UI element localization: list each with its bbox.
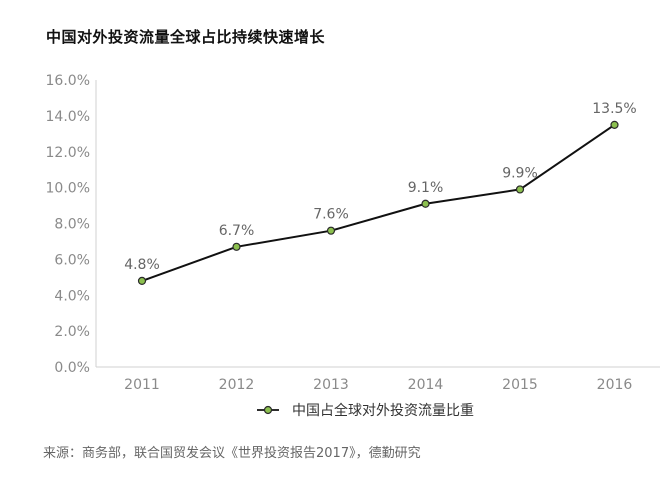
y-tick-label: 14.0% (46, 109, 90, 125)
data-point (232, 242, 241, 251)
x-tick-label: 2013 (313, 377, 349, 393)
data-point (610, 120, 619, 129)
data-label: 7.6% (313, 207, 349, 223)
y-axis-ticks: 0.0% 2.0% 4.0% 6.0% 8.0% 10.0% 12.0% 14.0% 16.0% (46, 73, 90, 376)
data-label: 4.8% (124, 257, 160, 273)
data-label: 6.7% (219, 223, 255, 239)
y-tick-label: 8.0% (54, 217, 90, 233)
y-tick-label: 16.0% (46, 73, 90, 89)
data-point (137, 276, 147, 285)
chart-title: 中国对外投资流量全球占比持续快速增长 (46, 28, 326, 46)
x-tick-label: 2015 (502, 377, 538, 393)
y-tick-label: 10.0% (46, 181, 90, 197)
data-label: 9.9% (502, 165, 538, 181)
series-line (141, 124, 616, 282)
data-label: 13.5% (592, 101, 636, 117)
data-point (326, 226, 336, 235)
data-point (515, 185, 525, 194)
x-axis-ticks: 2011 2012 2013 2014 2015 2016 (124, 377, 632, 393)
x-tick-label: 2011 (124, 377, 160, 393)
y-tick-label: 2.0% (54, 324, 90, 340)
x-tick-label: 2012 (219, 377, 255, 393)
y-tick-label: 12.0% (46, 145, 90, 161)
data-label: 9.1% (408, 180, 444, 196)
data-point (421, 199, 430, 208)
y-tick-label: 4.0% (54, 288, 90, 304)
y-tick-label: 6.0% (54, 252, 90, 268)
legend-marker-swatch (263, 405, 273, 415)
legend: 中国占全球对外投资流量比重 (257, 402, 474, 419)
series-layer: 4.8% 6.7% 7.6% 9.1% 9.9% 13.5% (124, 101, 637, 285)
x-tick-label: 2014 (408, 377, 444, 393)
source-note: 来源：商务部，联合国贸发会议《世界投资报告2017》，德勤研究 (43, 446, 421, 461)
x-tick-label: 2016 (597, 377, 633, 393)
legend-label: 中国占全球对外投资流量比重 (292, 402, 474, 419)
y-tick-label: 0.0% (54, 360, 90, 376)
